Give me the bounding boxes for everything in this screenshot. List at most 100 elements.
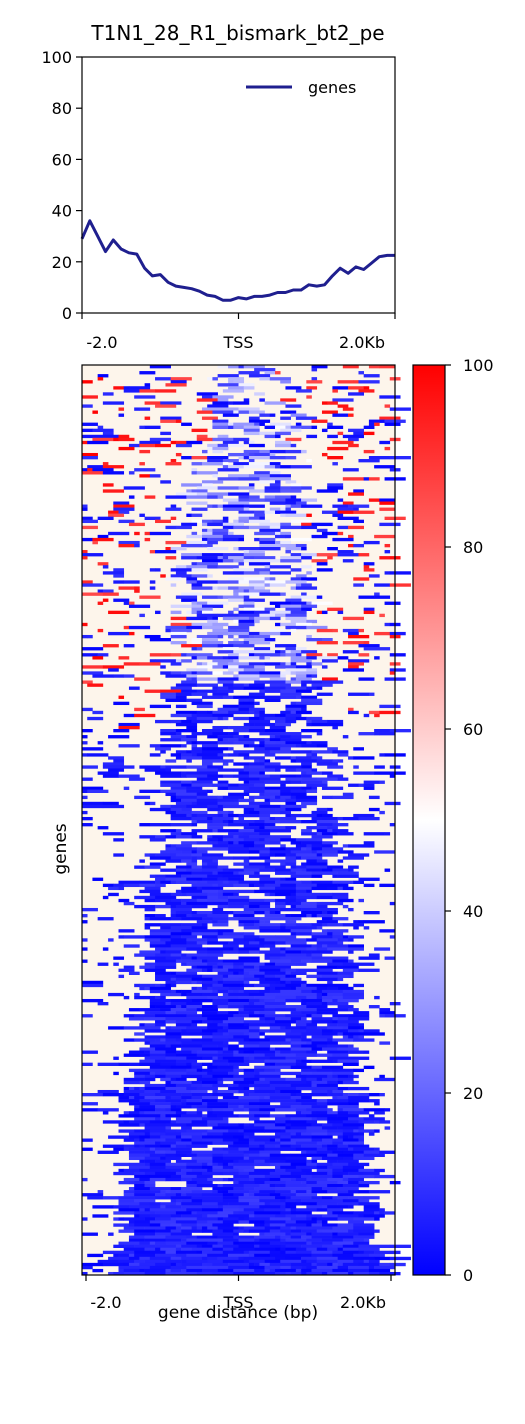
heatmap-cell (248, 1093, 271, 1097)
heatmap-cell (259, 804, 281, 809)
heatmap-cell (196, 689, 218, 693)
heatmap-cell (165, 901, 182, 906)
heatmap-cell (280, 622, 297, 627)
heatmap-cell (254, 1214, 276, 1218)
heatmap-cell (175, 750, 187, 754)
heatmap-cell (217, 856, 234, 860)
heatmap-cell (181, 859, 192, 863)
heatmap-cell (342, 904, 349, 909)
heatmap-cell (82, 735, 88, 739)
heatmap-cell (327, 653, 338, 657)
heatmap-cell (186, 677, 192, 681)
heatmap-cell (222, 556, 229, 560)
heatmap-cell (233, 1074, 255, 1079)
heatmap-cell (191, 977, 213, 982)
heatmap-cell (139, 1202, 151, 1206)
heatmap-cell (259, 826, 265, 830)
heatmap-cell (222, 1077, 245, 1082)
heatmap-cell (82, 452, 98, 457)
heatmap-cell (358, 1199, 370, 1203)
heatmap-cell (128, 1235, 145, 1239)
heatmap-cell (243, 807, 255, 812)
heatmap-cell (353, 1253, 370, 1258)
heatmap-cell (332, 750, 349, 754)
heatmap-cell (160, 1168, 171, 1173)
heatmap-cell (269, 1047, 276, 1051)
heatmap-cell (134, 983, 140, 988)
heatmap-cell (275, 1089, 281, 1094)
heatmap-cell (337, 1223, 354, 1227)
heatmap-cell (82, 789, 88, 793)
heatmap-cell (259, 777, 281, 781)
heatmap-cell (243, 935, 260, 939)
heatmap-cell (222, 1199, 239, 1203)
heatmap-cell (306, 1171, 328, 1176)
heatmap-cell (264, 1014, 286, 1018)
heatmap-cell (238, 537, 245, 542)
colorbar-tick-label: 40 (463, 902, 483, 921)
heatmap-cell (243, 1262, 250, 1267)
heatmap-cell (228, 465, 245, 469)
heatmap-cell (269, 1193, 281, 1197)
heatmap-cell (264, 489, 281, 493)
heatmap-cell (248, 1253, 255, 1258)
heatmap-cell (311, 425, 318, 429)
heatmap-cell (217, 813, 224, 818)
heatmap-cell (290, 568, 302, 572)
heatmap-cell (212, 446, 229, 451)
heatmap-cell (285, 1256, 302, 1261)
heatmap-cell (233, 1035, 250, 1039)
heatmap-cell (295, 543, 302, 548)
heatmap-cell (254, 513, 265, 517)
heatmap-cell (196, 471, 218, 475)
heatmap-cell (134, 1232, 156, 1236)
heatmap-cell (259, 547, 281, 551)
heatmap-cell (191, 780, 213, 784)
heatmap-cell (149, 1153, 166, 1157)
heatmap-cell (348, 1026, 364, 1030)
heatmap-cell (321, 1144, 328, 1148)
heatmap-cell (102, 565, 109, 569)
heatmap-cell (228, 820, 234, 824)
heatmap-cell (123, 1177, 140, 1182)
heatmap-cell (201, 959, 208, 963)
heatmap-cell (337, 886, 344, 891)
heatmap-cell (243, 559, 265, 563)
heatmap-cell (280, 859, 297, 863)
heatmap-cell (379, 507, 396, 511)
heatmap-cell (102, 598, 109, 602)
heatmap-cell (175, 1153, 187, 1157)
heatmap-cell (348, 935, 364, 939)
heatmap-cell (217, 1190, 224, 1194)
heatmap-cell (82, 468, 88, 472)
heatmap-cell (233, 1144, 250, 1148)
heatmap-cell (259, 1190, 276, 1194)
heatmap-cell (363, 540, 380, 545)
heatmap-cell (233, 1235, 239, 1239)
heatmap-cell (170, 907, 192, 912)
heatmap-cell (186, 1193, 203, 1197)
heatmap-cell (280, 1226, 291, 1230)
heatmap-cell (160, 1223, 171, 1227)
heatmap-cell (155, 719, 171, 724)
heatmap-cell (233, 1165, 255, 1170)
heatmap-cell (264, 1144, 276, 1148)
heatmap-cell (228, 747, 234, 751)
heatmap-cell (134, 1138, 140, 1142)
heatmap-cell (181, 992, 187, 997)
heatmap-cell (113, 386, 125, 390)
heatmap-cell (358, 1190, 370, 1194)
heatmap-cell (243, 735, 250, 739)
heatmap-cell (358, 1174, 375, 1179)
heatmap-cell (295, 774, 302, 778)
heatmap-cell (97, 534, 109, 539)
heatmap-cell (155, 377, 171, 381)
heatmap-cell (379, 1271, 401, 1276)
heatmap-cell (264, 1220, 286, 1224)
heatmap-cell (332, 1253, 354, 1258)
heatmap-cell (160, 1141, 177, 1145)
heatmap-cell (212, 844, 229, 848)
heatmap-cell (228, 725, 250, 730)
heatmap-cell (280, 1205, 286, 1209)
heatmap-cell (290, 1190, 297, 1194)
